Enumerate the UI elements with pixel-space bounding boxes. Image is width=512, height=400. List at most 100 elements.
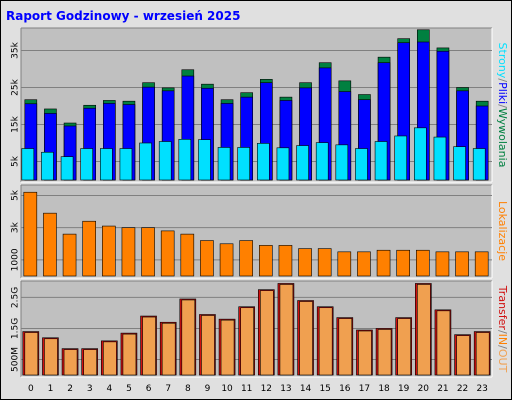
bar-out-10 xyxy=(220,319,235,376)
bar-pages-19 xyxy=(394,135,407,181)
side-label-part-top-2: Pliki xyxy=(496,82,509,104)
side-label-part-top-1: / xyxy=(496,78,509,82)
bar-pages-2 xyxy=(60,156,74,181)
side-label-bottom: Transfer/IN/OUT xyxy=(496,285,509,373)
bar-pages-22 xyxy=(453,146,466,181)
x-tick-label-9: 9 xyxy=(205,384,211,394)
y-tick-label-transfer-1: 1.5G xyxy=(11,318,21,339)
bar-out-11 xyxy=(240,307,254,376)
bar-visits-8 xyxy=(180,233,195,277)
bar-visits-7 xyxy=(160,230,175,277)
bar-out-15 xyxy=(318,307,333,376)
bar-visits-16 xyxy=(337,251,352,277)
bar-pages-14 xyxy=(296,145,309,181)
bar-out-16 xyxy=(338,318,353,376)
bar-visits-13 xyxy=(278,245,293,277)
x-tick-label-8: 8 xyxy=(185,384,191,394)
bar-out-18 xyxy=(377,329,392,376)
y-tick-label-hits-files-pages-2: 25k xyxy=(11,78,21,95)
bar-out-9 xyxy=(201,315,215,376)
bar-pages-12 xyxy=(257,143,270,181)
bar-visits-17 xyxy=(357,251,371,277)
y-tick-label-transfer-2: 2.5G xyxy=(11,287,21,308)
bar-visits-10 xyxy=(219,243,234,277)
bar-visits-14 xyxy=(298,248,312,277)
bar-visits-11 xyxy=(239,240,253,277)
bar-out-22 xyxy=(456,335,470,376)
bar-out-0 xyxy=(24,332,39,376)
bar-out-17 xyxy=(358,330,372,376)
side-label-part-bottom-4: OUT xyxy=(496,349,509,373)
bar-out-5 xyxy=(122,333,137,376)
x-tick-label-2: 2 xyxy=(67,384,73,394)
bar-pages-20 xyxy=(414,127,427,181)
x-tick-label-4: 4 xyxy=(106,384,112,394)
bar-out-20 xyxy=(417,284,431,376)
bar-visits-2 xyxy=(62,233,77,277)
bar-out-23 xyxy=(475,332,490,376)
y-tick-label-hits-files-pages-0: 5k xyxy=(11,155,21,167)
bar-out-13 xyxy=(279,284,294,376)
bar-visits-23 xyxy=(474,251,489,277)
bar-visits-15 xyxy=(317,248,332,277)
x-tick-label-16: 16 xyxy=(339,384,351,394)
chart-title: Raport Godzinowy - wrzesień 2025 xyxy=(6,9,240,23)
side-label-middle: Lokalizacje xyxy=(496,201,509,261)
bar-out-3 xyxy=(83,349,97,376)
bar-out-1 xyxy=(44,338,58,376)
x-tick-label-1: 1 xyxy=(48,384,54,394)
bar-pages-23 xyxy=(472,148,486,181)
x-tick-label-18: 18 xyxy=(378,384,390,394)
y-tick-label-transfer-0: 500M xyxy=(11,347,21,372)
bar-pages-16 xyxy=(335,144,349,181)
bar-pages-5 xyxy=(119,148,133,181)
bar-pages-9 xyxy=(198,139,211,181)
bar-visits-18 xyxy=(376,249,391,277)
side-label-part-bottom-1: / xyxy=(496,330,509,334)
bar-pages-21 xyxy=(433,136,447,181)
bar-visits-20 xyxy=(416,249,430,277)
bar-out-12 xyxy=(260,290,274,376)
bar-out-4 xyxy=(103,341,117,376)
bar-pages-10 xyxy=(217,147,231,181)
bar-visits-12 xyxy=(259,245,273,277)
y-tick-label-visits-2: 5k xyxy=(11,189,21,201)
x-tick-label-5: 5 xyxy=(126,384,132,394)
bar-pages-0 xyxy=(21,148,35,181)
bar-out-19 xyxy=(397,318,411,376)
bar-visits-3 xyxy=(82,220,96,277)
y-tick-label-hits-files-pages-1: 15k xyxy=(11,115,21,132)
bar-pages-8 xyxy=(178,139,192,181)
bar-visits-19 xyxy=(396,249,410,277)
x-tick-label-17: 17 xyxy=(359,384,370,394)
bar-pages-7 xyxy=(158,141,172,181)
y-tick-label-visits-1: 3k xyxy=(11,221,21,233)
bar-out-6 xyxy=(142,316,156,376)
bar-pages-11 xyxy=(237,147,250,181)
bar-visits-6 xyxy=(141,227,155,277)
bar-out-14 xyxy=(299,301,313,376)
panel-background-hits-files-pages xyxy=(21,28,492,182)
side-label-part-top-4: Wywolania xyxy=(496,108,509,168)
x-tick-label-11: 11 xyxy=(241,384,252,394)
x-tick-label-0: 0 xyxy=(28,384,34,394)
side-label-part-bottom-0: Transfer xyxy=(496,285,509,331)
x-tick-label-13: 13 xyxy=(280,384,291,394)
x-tick-label-12: 12 xyxy=(261,384,272,394)
side-label-part-bottom-2: IN xyxy=(496,334,509,345)
side-label-part-top-3: / xyxy=(496,104,509,108)
side-label-part-top-0: Strony xyxy=(496,43,509,79)
bar-out-8 xyxy=(181,299,196,376)
x-tick-label-15: 15 xyxy=(319,384,330,394)
side-label-top: Strony/Pliki/Wywolania xyxy=(496,43,509,168)
bar-pages-1 xyxy=(41,151,54,181)
bar-visits-22 xyxy=(455,251,469,277)
bar-pages-17 xyxy=(355,148,368,181)
y-tick-label-hits-files-pages-3: 35k xyxy=(11,41,21,58)
bar-pages-6 xyxy=(139,142,152,181)
x-tick-label-7: 7 xyxy=(165,384,171,394)
x-tick-label-21: 21 xyxy=(437,384,448,394)
x-tick-label-3: 3 xyxy=(87,384,93,394)
bar-visits-4 xyxy=(102,225,116,277)
